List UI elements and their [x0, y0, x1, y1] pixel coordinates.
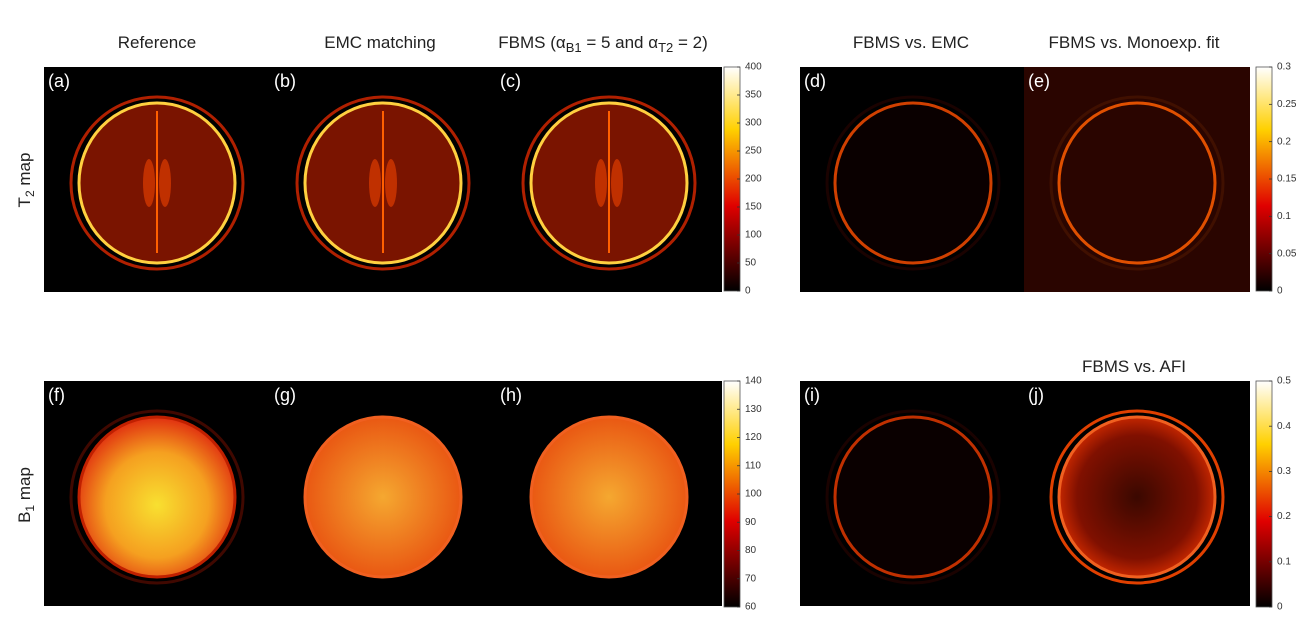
colorbar: [1255, 380, 1273, 608]
panel-label: (h): [500, 385, 522, 405]
head-outer: [69, 95, 245, 271]
colorbar-tick-label: 140: [745, 376, 762, 387]
ventricle: [611, 159, 623, 207]
row-label-rest: map: [15, 467, 34, 505]
head: [1057, 101, 1217, 265]
head-outer: [825, 409, 1001, 585]
colorbar-tick-label: 90: [745, 517, 757, 528]
column-title: FBMS vs. Monoexp. fit: [1049, 33, 1220, 52]
row-label-main: B: [15, 512, 34, 523]
title-part: FBMS (α: [498, 33, 566, 52]
column-title: FBMS (αB1 = 5 and αT2 = 2): [498, 33, 707, 55]
ventricle: [385, 159, 397, 207]
panel-label: (e): [1028, 71, 1050, 91]
row-label-rest: map: [15, 153, 34, 191]
ventricle: [159, 159, 171, 207]
colorbar-tick-label: 0: [1277, 602, 1283, 613]
colorbar-tick-label: 0.15: [1277, 174, 1297, 185]
ventricle: [595, 159, 607, 207]
panel-label: (f): [48, 385, 65, 405]
title-part: = 2): [673, 33, 708, 52]
colorbar-tick-label: 0: [745, 286, 751, 297]
subscript: B1: [566, 40, 582, 55]
subscript: T2: [658, 40, 673, 55]
head: [529, 415, 689, 579]
head: [1057, 415, 1217, 579]
colorbar-tick-label: 400: [745, 62, 762, 73]
colorbar-tick-label: 0.1: [1277, 556, 1291, 567]
colorbar-tick-label: 80: [745, 545, 757, 556]
colorbar-tick-label: 0.3: [1277, 466, 1291, 477]
head-outer: [1049, 409, 1225, 585]
head-outer: [295, 95, 471, 271]
colorbar-tick-label: 130: [745, 404, 762, 415]
head-outer: [1049, 95, 1225, 271]
column-title: Reference: [118, 33, 196, 52]
row-label-sub: 1: [23, 505, 37, 512]
ventricle: [369, 159, 381, 207]
colorbar-tick-label: 50: [745, 258, 757, 269]
ventricle: [143, 159, 155, 207]
colorbar-tick-label: 110: [745, 460, 761, 471]
colorbar-tick-label: 200: [745, 174, 762, 185]
colorbar-tick-label: 0.4: [1277, 421, 1291, 432]
row-label: B1 map: [15, 467, 37, 523]
colorbar-tick-label: 0.2: [1277, 511, 1291, 522]
colorbar-tick-label: 120: [745, 432, 762, 443]
panel-label: (a): [48, 71, 70, 91]
colorbar-tick-label: 0.5: [1277, 376, 1291, 387]
colorbar-tick-label: 350: [745, 90, 762, 101]
head-outer: [521, 95, 697, 271]
colorbar-tick-label: 250: [745, 146, 762, 157]
head: [77, 415, 237, 579]
colorbar-tick-label: 100: [745, 230, 762, 241]
colorbar-tick-label: 60: [745, 602, 757, 613]
column-title: FBMS vs. EMC: [853, 33, 969, 52]
panel-label: (g): [274, 385, 296, 405]
panel-label: (c): [500, 71, 521, 91]
colorbar-tick-label: 0.25: [1277, 99, 1297, 110]
panel-label: (j): [1028, 385, 1044, 405]
panel-title: FBMS vs. AFI: [1082, 357, 1186, 376]
colorbar-tick-label: 150: [745, 202, 762, 213]
head: [833, 415, 993, 579]
head: [303, 415, 463, 579]
panel-label: (b): [274, 71, 296, 91]
head: [833, 101, 993, 265]
colorbar-tick-label: 0.05: [1277, 248, 1297, 259]
head-outer: [69, 409, 245, 585]
colorbar-tick-label: 100: [745, 489, 762, 500]
column-title: EMC matching: [324, 33, 435, 52]
title-part: = 5 and α: [582, 33, 659, 52]
colorbar-tick-label: 300: [745, 118, 762, 129]
head-outer: [521, 409, 697, 585]
colorbar-tick-label: 0.3: [1277, 62, 1291, 73]
colorbar-tick-label: 0.2: [1277, 136, 1291, 147]
head-outer: [295, 409, 471, 585]
row-label-sub: 2: [23, 190, 37, 197]
colorbar-tick-label: 0: [1277, 286, 1283, 297]
colorbar-tick-label: 70: [745, 573, 757, 584]
head-outer: [825, 95, 1001, 271]
panel-label: (i): [804, 385, 820, 405]
panel-label: (d): [804, 71, 826, 91]
row-label-main: T: [15, 197, 34, 207]
colorbar-tick-label: 0.1: [1277, 211, 1291, 222]
row-label: T2 map: [15, 153, 37, 208]
